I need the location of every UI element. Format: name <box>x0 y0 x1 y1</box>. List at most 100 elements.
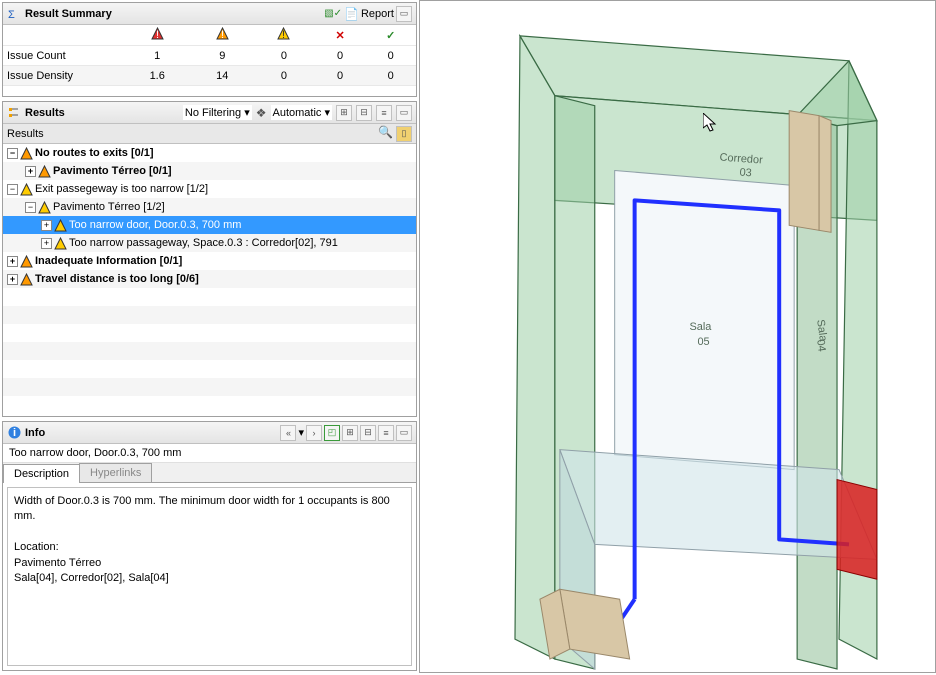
cell: 1.6 <box>123 66 191 86</box>
cell: 0 <box>253 46 315 66</box>
tree-item[interactable]: − Exit passegeway is too narrow [1/2] <box>3 180 416 198</box>
label-sala05-num: 05 <box>697 336 709 348</box>
tree-label: Pavimento Térreo [0/1] <box>53 165 172 177</box>
expand-icon[interactable]: + <box>25 166 36 177</box>
tree-label: Travel distance is too long [0/6] <box>35 273 199 285</box>
svg-text:i: i <box>13 427 16 439</box>
tree-empty-row <box>3 342 416 360</box>
nav-dropdown-icon[interactable]: ▾ <box>298 426 304 439</box>
expand-icon[interactable]: + <box>41 238 52 249</box>
warn-orange-icon <box>20 147 33 160</box>
svg-text:!: ! <box>221 29 224 40</box>
list-view-icon[interactable]: ≡ <box>376 105 392 121</box>
cell: 0 <box>365 66 416 86</box>
tree-label: Too narrow passageway, Space.0.3 : Corre… <box>69 237 338 249</box>
lock-column-icon[interactable]: ▯ <box>396 126 412 142</box>
nav-next-icon[interactable]: › <box>306 425 322 441</box>
3d-viewport[interactable]: Corredor 03 Sala 05 Sala 04 <box>420 0 936 673</box>
check-mark-icon: ✓ <box>386 30 395 42</box>
window-icon[interactable]: ▭ <box>396 425 412 441</box>
collapse-all-icon[interactable]: ⊟ <box>360 425 376 441</box>
summary-table: ! ! ! ✕ ✓ Issue Count 1 9 0 0 0 Issue De… <box>3 25 416 86</box>
warn-orange-icon <box>20 255 33 268</box>
highlighted-door <box>837 480 877 580</box>
results-title: Results <box>25 107 179 119</box>
zoom-fit-icon[interactable]: ◰ <box>324 425 340 441</box>
collapse-icon[interactable]: − <box>7 184 18 195</box>
label-sala04-num: 04 <box>814 339 828 353</box>
nav-first-icon[interactable]: « <box>280 425 296 441</box>
severity-orange-icon: ! <box>216 27 229 40</box>
report-icon[interactable]: 📄 <box>344 7 359 21</box>
row-label: Issue Count <box>3 46 123 66</box>
expand-all-icon[interactable]: ⊞ <box>342 425 358 441</box>
cell: 0 <box>315 46 366 66</box>
tree-empty-row <box>3 378 416 396</box>
x-mark-icon: ✕ <box>335 30 344 42</box>
tab-description[interactable]: Description <box>3 464 80 483</box>
globe-find-icon[interactable]: 🔍 <box>378 125 393 139</box>
collapse-tree-icon[interactable]: ⊟ <box>356 105 372 121</box>
svg-text:Σ: Σ <box>8 9 15 20</box>
expand-icon[interactable]: + <box>41 220 52 231</box>
expand-icon[interactable]: + <box>7 256 18 267</box>
expand-all-icon[interactable]: ⊞ <box>336 105 352 121</box>
collapse-icon[interactable]: − <box>7 148 18 159</box>
cell: 0 <box>365 46 416 66</box>
info-icon: i <box>7 426 21 440</box>
label-sala05: Sala <box>689 321 712 333</box>
tree-label: Inadequate Information [0/1] <box>35 255 182 267</box>
results-tree[interactable]: − No routes to exits [0/1] + Pavimento T… <box>3 144 416 416</box>
tree-item[interactable]: − Pavimento Térreo [1/2] <box>3 198 416 216</box>
info-panel: i Info « ▾ › ◰ ⊞ ⊟ ≡ ▭ Too narrow door, … <box>2 421 417 671</box>
cell: 0 <box>253 66 315 86</box>
warn-yellow-icon <box>54 237 67 250</box>
cell: 14 <box>191 66 253 86</box>
tree-label: No routes to exits [0/1] <box>35 147 154 159</box>
results-panel: Results No Filtering ▾ ❖ Automatic ▾ ⊞ ⊟… <box>2 101 417 417</box>
window-icon[interactable]: ▭ <box>396 105 412 121</box>
svg-text:!: ! <box>282 29 285 40</box>
check-settings-icon[interactable]: ▧✓ <box>324 8 342 19</box>
tree-label: Exit passegeway is too narrow [1/2] <box>35 183 208 195</box>
tree-item-selected[interactable]: + Too narrow door, Door.0.3, 700 mm <box>3 216 416 234</box>
tree-icon <box>7 106 21 120</box>
tree-item[interactable]: − No routes to exits [0/1] <box>3 144 416 162</box>
auto-dropdown[interactable]: Automatic ▾ <box>271 105 333 120</box>
tree-item[interactable]: + Travel distance is too long [0/6] <box>3 270 416 288</box>
layers-icon[interactable]: ❖ <box>256 106 267 120</box>
cell: 0 <box>315 66 366 86</box>
row-label: Issue Density <box>3 66 123 86</box>
summary-title: Result Summary <box>25 8 320 20</box>
collapse-icon[interactable]: − <box>25 202 36 213</box>
expand-icon[interactable]: + <box>7 274 18 285</box>
report-label[interactable]: Report <box>361 8 394 20</box>
3d-model[interactable]: Corredor 03 Sala 05 Sala 04 <box>420 1 935 672</box>
tab-hyperlinks[interactable]: Hyperlinks <box>79 463 152 482</box>
tree-empty-row <box>3 306 416 324</box>
desc-location-heading: Location: <box>14 540 405 555</box>
label-corredor-num: 03 <box>739 167 752 180</box>
list-icon[interactable]: ≡ <box>378 425 394 441</box>
severity-yellow-icon: ! <box>277 27 290 40</box>
warn-yellow-icon <box>38 201 51 214</box>
tree-item[interactable]: + Pavimento Térreo [0/1] <box>3 162 416 180</box>
desc-location-line: Pavimento Térreo <box>14 556 405 571</box>
tree-item[interactable]: + Inadequate Information [0/1] <box>3 252 416 270</box>
filter-dropdown[interactable]: No Filtering ▾ <box>183 105 252 120</box>
result-summary-panel: Σ Result Summary ▧✓ 📄 Report ▭ ! ! ! ✕ ✓… <box>2 2 417 97</box>
warn-orange-icon <box>38 165 51 178</box>
collapse-icon[interactable]: ▭ <box>396 6 412 22</box>
desc-text: Width of Door.0.3 is 700 mm. The minimum… <box>14 494 405 525</box>
info-title: Info <box>25 427 276 439</box>
warn-yellow-icon <box>20 183 33 196</box>
warn-orange-icon <box>20 273 33 286</box>
tree-empty-row <box>3 324 416 342</box>
severity-red-icon: ! <box>151 27 164 40</box>
tree-empty-row <box>3 360 416 378</box>
mouse-cursor-icon <box>703 113 719 138</box>
tree-label: Too narrow door, Door.0.3, 700 mm <box>69 219 241 231</box>
cell: 9 <box>191 46 253 66</box>
results-subheader: Results <box>7 128 44 140</box>
tree-item[interactable]: + Too narrow passageway, Space.0.3 : Cor… <box>3 234 416 252</box>
